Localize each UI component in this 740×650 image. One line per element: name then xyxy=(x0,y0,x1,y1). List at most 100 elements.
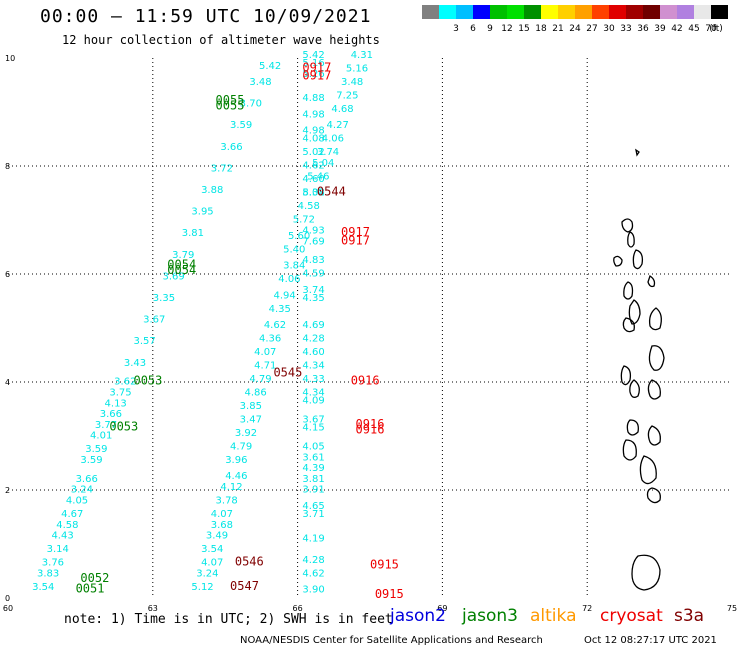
swh-value: 3.91 xyxy=(302,485,324,496)
pass-time-label: 0051 xyxy=(76,582,105,596)
island-outline xyxy=(639,455,657,485)
swh-value: 3.69 xyxy=(162,271,184,282)
colorbar-swatch xyxy=(456,5,473,19)
colorbar-swatch xyxy=(524,5,541,19)
pass-time-label: 0545 xyxy=(273,366,302,380)
colorbar-tick-label: 27 xyxy=(586,24,597,34)
island-outline xyxy=(627,231,635,248)
pass-time-label: 0915 xyxy=(375,587,404,601)
pass-time-label: 0054 xyxy=(167,258,196,272)
footer-note: note: 1) Time is in UTC; 2) SWH is in fe… xyxy=(64,612,393,627)
y-tick-label: 8 xyxy=(5,162,10,171)
swh-value: 4.79 xyxy=(230,442,252,453)
swh-value: 4.88 xyxy=(302,93,324,104)
swh-value: 3.66 xyxy=(76,474,98,485)
colorbar-swatch xyxy=(609,5,626,19)
swh-value: 5.32 xyxy=(302,188,324,199)
swh-value: 4.07 xyxy=(254,347,276,358)
colorbar-swatch xyxy=(592,5,609,19)
swh-value: 3.68 xyxy=(211,520,233,531)
island-outline xyxy=(646,487,661,504)
y-tick-label: 2 xyxy=(5,486,10,495)
swh-value: 3.57 xyxy=(133,336,155,347)
y-tick-label: 4 xyxy=(5,378,10,387)
colorbar-swatch xyxy=(575,5,592,19)
swh-value: 3.54 xyxy=(201,544,223,555)
pass-time-label: 0917 xyxy=(302,69,331,83)
pass-time-label: 0053 xyxy=(133,374,162,388)
island-outline xyxy=(632,249,644,270)
swh-value: 3.70 xyxy=(240,99,262,110)
colorbar-swatch xyxy=(422,5,439,19)
swh-value: 4.58 xyxy=(298,201,320,212)
swh-value: 3.95 xyxy=(191,207,213,218)
swh-value: 3.49 xyxy=(206,531,228,542)
swh-value: 4.09 xyxy=(302,396,324,407)
swh-value: 3.59 xyxy=(85,444,107,455)
swh-value: 5.72 xyxy=(293,215,315,226)
credit-text: NOAA/NESDIS Center for Satellite Applica… xyxy=(240,635,543,646)
swh-value: 3.54 xyxy=(32,582,54,593)
swh-value: 3.67 xyxy=(143,315,165,326)
swh-value: 3.14 xyxy=(47,544,69,555)
swh-value: 4.65 xyxy=(302,501,324,512)
swh-value: 4.36 xyxy=(259,334,281,345)
swh-value: 4.62 xyxy=(302,161,324,172)
island-outline xyxy=(623,281,634,300)
colorbar-swatch xyxy=(473,5,490,19)
swh-value: 3.81 xyxy=(182,228,204,239)
colorbar-swatch xyxy=(558,5,575,19)
x-tick-label: 66 xyxy=(293,604,303,613)
swh-value: 4.31 xyxy=(351,50,373,61)
pass-time-label: 0917 xyxy=(341,225,370,239)
swh-value: 5.04 xyxy=(312,158,334,169)
island-outline xyxy=(621,218,634,233)
swh-value: 4.67 xyxy=(61,509,83,520)
swh-value: 3.59 xyxy=(230,120,252,131)
swh-value: 3.76 xyxy=(42,558,64,569)
swh-value: 3.92 xyxy=(235,428,257,439)
pass-time-label: 0055 xyxy=(216,93,245,107)
colorbar-tick-label: 30 xyxy=(603,24,615,34)
colorbar-tick-label: 9 xyxy=(487,24,493,34)
swh-value: 4.83 xyxy=(302,255,324,266)
pass-time-label: 0547 xyxy=(230,579,259,593)
colorbar-tick-label: 70 xyxy=(705,24,717,34)
swh-value: 4.60 xyxy=(302,174,324,185)
y-tick-label: 6 xyxy=(5,270,10,279)
swh-value: 3.61 xyxy=(302,452,324,463)
swh-value: 4.98 xyxy=(302,126,324,137)
swh-value: 3.66 xyxy=(220,142,242,153)
colorbar-tick-label: 6 xyxy=(470,24,476,34)
swh-value: 4.62 xyxy=(264,320,286,331)
swh-value: 4.43 xyxy=(51,531,73,542)
swh-value: 3.85 xyxy=(240,401,262,412)
swh-value: 4.59 xyxy=(302,269,324,280)
swh-value: 3.43 xyxy=(124,358,146,369)
swh-value: 4.71 xyxy=(254,361,276,372)
colorbar-tick-label: 33 xyxy=(620,24,631,34)
swh-value: 3.78 xyxy=(216,496,238,507)
swh-value: 3.77 xyxy=(95,420,117,431)
swh-value: 3.81 xyxy=(302,474,324,485)
x-tick-label: 63 xyxy=(148,604,158,613)
colorbar-swatch xyxy=(490,5,507,19)
color-legend: 3 6 9 12 15 18 21 24 27 30 33 36 39 42 45 70(ft) xyxy=(422,5,728,34)
pass-time-label: 0055 xyxy=(216,98,245,112)
page-title: 00:00 – 11:59 UTC 10/09/2021 xyxy=(40,6,372,27)
swh-value: 3.74 xyxy=(302,285,324,296)
colorbar-swatch xyxy=(677,5,694,19)
colorbar-swatch xyxy=(439,5,456,19)
swh-value: 3.47 xyxy=(240,415,262,426)
pass-time-label: 0915 xyxy=(370,557,399,571)
swh-value: 4.06 xyxy=(322,134,344,145)
pass-time-label: 0916 xyxy=(356,422,385,436)
swh-value: 4.19 xyxy=(302,533,324,544)
island-outline xyxy=(631,554,661,591)
colorbar-tick-label: 42 xyxy=(671,24,682,34)
y-tick-label: 0 xyxy=(5,594,10,603)
swh-value: 3.84 xyxy=(283,261,305,272)
legend-jason2: jason2 xyxy=(390,606,446,626)
swh-value: 4.07 xyxy=(211,509,233,520)
